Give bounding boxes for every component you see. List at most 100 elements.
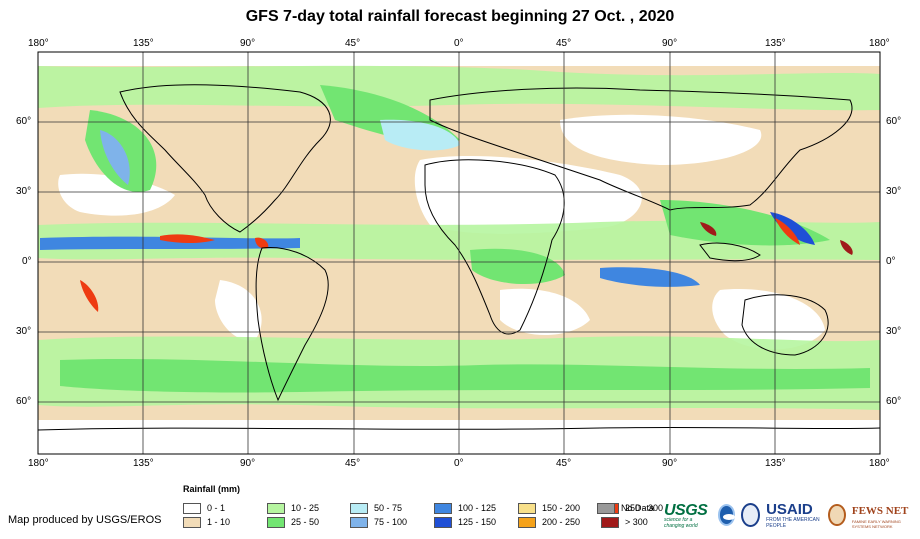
lat-label-right-0: 0°	[886, 256, 896, 267]
legend-swatch	[597, 502, 615, 514]
rain-cell-250-300-philippines	[775, 218, 800, 245]
rain-band-100-125	[40, 236, 300, 250]
rain-cell-south-pacific	[80, 280, 99, 312]
legend-label: 25 - 50	[291, 517, 320, 527]
lat-label-right-60n: 60°	[886, 116, 902, 127]
legend-item-25-50: 25 - 50	[267, 516, 319, 528]
map-credit: Map produced by USGS/EROS	[8, 514, 162, 526]
legend-item-no-data: No Data	[597, 502, 654, 514]
lat-label-right-60s: 60°	[886, 396, 902, 407]
dry-zone-south-atlantic	[500, 288, 590, 335]
rain-cell-75-100-pacific	[100, 130, 130, 185]
lon-label-top-45w: 45°	[345, 38, 361, 49]
lat-label-left-60n: 60°	[16, 116, 32, 127]
noaa-logo-icon	[717, 504, 736, 526]
legend-title: Rainfall (mm)	[183, 484, 241, 494]
lon-label-top-180w: 180°	[28, 38, 49, 49]
fews-tagline: FAMINE EARLY WARNING SYSTEMS NETWORK	[851, 519, 901, 529]
rain-cell-indian-ocean	[600, 267, 700, 287]
map-area: 180° 135° 90° 45° 0° 45° 90° 135° 180° 1…	[16, 38, 902, 469]
legend-item-200-250: 200 - 250	[518, 516, 580, 528]
south-america-outline	[255, 246, 329, 402]
lon-label-top-135e: 135°	[765, 38, 786, 49]
lon-label-top-0: 0°	[454, 38, 464, 49]
legend-item-50-75: 50 - 75	[350, 502, 402, 514]
fews-wordmark: FEWS NET	[851, 505, 909, 517]
legend-label: 125 - 150	[458, 517, 497, 527]
lon-label-bottom-0: 0°	[454, 458, 464, 469]
rain-cell-125-150	[770, 212, 815, 245]
legend-swatch	[518, 516, 536, 528]
usaid-seal-icon	[741, 503, 761, 527]
lon-label-top-90e: 90°	[662, 38, 678, 49]
legend-swatch	[518, 502, 536, 514]
legend-swatch	[434, 516, 452, 528]
africa-outline	[424, 159, 565, 335]
rain-cell-50-75-atlantic	[380, 119, 460, 151]
usaid-tagline: FROM THE AMERICAN PEOPLE	[766, 517, 820, 529]
legend-item-1-10: 1 - 10	[183, 516, 230, 528]
lat-label-left-30n: 30°	[16, 186, 32, 197]
legend-label: 1 - 10	[207, 517, 231, 527]
legend-item-125-150: 125 - 150	[434, 516, 496, 528]
legend-swatch	[183, 516, 201, 528]
lon-label-top-135w: 135°	[133, 38, 154, 49]
rain-cell-250-300-epac	[160, 234, 215, 243]
partner-logos: USGS science for a changing world USAID …	[664, 498, 920, 532]
dry-zone-australia	[712, 289, 825, 350]
legend-swatch	[434, 502, 452, 514]
north-america-outline	[119, 84, 331, 233]
lat-label-left-0: 0°	[22, 256, 32, 267]
lon-label-top-90w: 90°	[240, 38, 256, 49]
lon-label-bottom-45e: 45°	[556, 458, 572, 469]
legend-swatch	[350, 516, 368, 528]
legend-swatch	[267, 516, 285, 528]
rainfall-map	[37, 51, 881, 455]
lon-label-top-45e: 45°	[556, 38, 572, 49]
legend-swatch	[267, 502, 285, 514]
lat-label-left-30s: 30°	[16, 326, 32, 337]
lon-label-bottom-180w: 180°	[28, 458, 49, 469]
usgs-wordmark: USGS	[664, 501, 708, 519]
legend-swatch	[183, 502, 201, 514]
legend-item-100-125: 100 - 125	[434, 502, 496, 514]
lon-label-bottom-180e: 180°	[869, 458, 890, 469]
australia-outline	[741, 294, 829, 356]
antarctica-outline	[38, 426, 880, 431]
lon-label-bottom-45w: 45°	[345, 458, 361, 469]
legend-item-150-200: 150 - 200	[518, 502, 580, 514]
lat-label-right-30s: 30°	[886, 326, 902, 337]
graticule	[38, 52, 880, 454]
lon-label-top-180e: 180°	[869, 38, 890, 49]
legend-label: 200 - 250	[542, 517, 581, 527]
usaid-wordmark: USAID	[766, 501, 813, 518]
fews-logo: FEWS NET FAMINE EARLY WARNING SYSTEMS NE…	[852, 501, 920, 529]
lat-label-right-30n: 30°	[886, 186, 902, 197]
lon-label-bottom-90e: 90°	[662, 458, 678, 469]
legend-label: 0 - 1	[207, 503, 226, 513]
legend-label: 100 - 125	[458, 503, 497, 513]
legend-item-75-100: 75 - 100	[350, 516, 407, 528]
maritime-continent-outline	[699, 242, 761, 262]
rain-cell-southern-ocean	[60, 358, 870, 393]
lon-label-bottom-135e: 135°	[765, 458, 786, 469]
map-frame	[37, 51, 881, 455]
eurasia-outline	[429, 87, 853, 211]
legend-label: 150 - 200	[542, 503, 581, 513]
legend-label: 75 - 100	[374, 517, 408, 527]
rain-cell-over300-bay	[700, 222, 717, 236]
legend-item-over-300: > 300	[601, 516, 648, 528]
lat-label-left-60s: 60°	[16, 396, 32, 407]
legend-item-0-1: 0 - 1	[183, 502, 225, 514]
usgs-logo: USGS science for a changing world	[664, 502, 712, 529]
coastlines	[38, 84, 880, 431]
legend-label: 10 - 25	[291, 503, 320, 513]
rain-cell-over300-wpac	[840, 240, 853, 255]
lon-label-bottom-90w: 90°	[240, 458, 256, 469]
fews-globe-icon	[828, 504, 846, 526]
map-title: GFS 7-day total rainfall forecast beginn…	[245, 8, 675, 25]
usgs-tagline: science for a changing world	[664, 516, 698, 529]
dry-zone-asia	[560, 114, 762, 165]
legend-item-10-25: 10 - 25	[267, 502, 319, 514]
legend-label: No Data	[621, 503, 655, 513]
